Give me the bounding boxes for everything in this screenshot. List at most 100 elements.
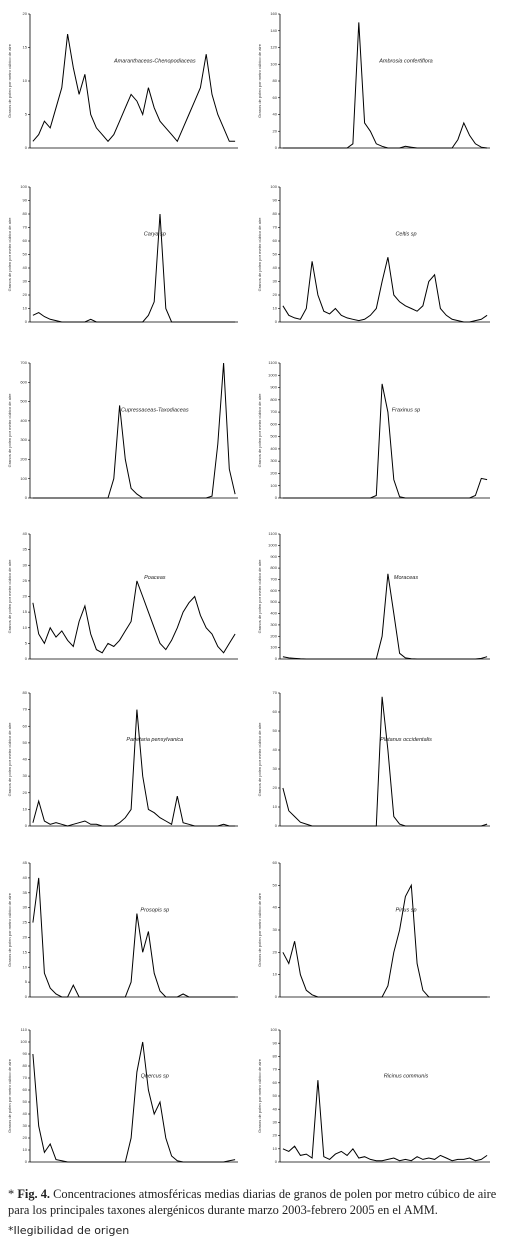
chart-title: Celtis sp xyxy=(395,232,416,238)
y-axis-label: Granos de polen por metro cúbico de aire xyxy=(7,559,12,634)
y-tick-label: 10 xyxy=(23,78,28,83)
y-tick-label: 100 xyxy=(270,483,277,488)
y-tick-label: 40 xyxy=(23,265,28,270)
y-tick-label: 400 xyxy=(270,611,277,616)
y-tick-label: 10 xyxy=(23,806,28,811)
y-tick-label: 1100 xyxy=(268,360,277,365)
y-tick-label: 15 xyxy=(23,609,28,614)
y-tick-label: 20 xyxy=(273,1133,278,1138)
y-tick-label: 25 xyxy=(23,920,28,925)
y-tick-label: 200 xyxy=(270,471,277,476)
y-tick-label: 900 xyxy=(270,554,277,559)
data-line xyxy=(32,580,236,654)
chart-title: Pinus sp xyxy=(395,907,416,913)
y-tick-label: 0 xyxy=(275,656,278,661)
y-tick-label: 15 xyxy=(23,45,28,50)
y-tick-label: 600 xyxy=(270,421,277,426)
y-axis-label: Granos de polen por metro cúbico de aire xyxy=(7,43,12,118)
y-tick-label: 0 xyxy=(25,656,28,661)
y-tick-label: 20 xyxy=(23,594,28,599)
y-tick-label: 300 xyxy=(270,622,277,627)
y-tick-label: 50 xyxy=(273,728,278,733)
chart-title: Prosopis sp xyxy=(140,907,169,913)
y-tick-label: 100 xyxy=(270,1027,277,1032)
chart-title: Fraxinus sp xyxy=(392,408,420,414)
y-axis-label: Granos de polen por metro cúbico de aire xyxy=(7,722,12,797)
y-tick-label: 10 xyxy=(23,306,28,311)
caption-label: Fig. 4. xyxy=(17,1187,51,1201)
caption-text: Concentraciones atmosféricas medias diar… xyxy=(8,1187,497,1217)
data-line xyxy=(282,383,488,499)
y-tick-label: 500 xyxy=(20,399,27,404)
y-tick-label: 200 xyxy=(20,456,27,461)
y-tick-label: 0 xyxy=(25,994,28,999)
y-tick-label: 60 xyxy=(23,1087,28,1092)
charts: 0 5 10 15 20 Granos de polen por metro cúbico… xyxy=(7,11,490,1164)
y-tick-label: 80 xyxy=(23,211,28,216)
y-tick-label: 70 xyxy=(273,225,278,230)
y-tick-label: 800 xyxy=(270,565,277,570)
y-tick-label: 80 xyxy=(273,1053,278,1058)
y-tick-label: 30 xyxy=(273,927,278,932)
y-tick-label: 50 xyxy=(273,882,278,887)
y-axis-label: Granos de polen por metro cúbico de aire xyxy=(7,1058,12,1133)
y-axis-label: Granos de polen por metro cúbico de aire xyxy=(7,892,12,967)
y-tick-label: 90 xyxy=(273,198,278,203)
y-tick-label: 70 xyxy=(273,690,278,695)
y-tick-label: 70 xyxy=(23,1075,28,1080)
y-tick-label: 40 xyxy=(23,531,28,536)
chart-title: Moraceas xyxy=(394,575,418,581)
data-line xyxy=(32,709,236,827)
y-tick-label: 200 xyxy=(270,633,277,638)
data-line xyxy=(282,22,488,149)
y-tick-label: 60 xyxy=(23,238,28,243)
y-tick-label: 50 xyxy=(273,252,278,257)
y-tick-label: 0 xyxy=(275,1159,278,1164)
y-tick-label: 500 xyxy=(270,434,277,439)
y-tick-label: 30 xyxy=(273,279,278,284)
y-tick-label: 100 xyxy=(270,184,277,189)
caption: * Fig. 4. Concentraciones atmosféricas m… xyxy=(8,1186,504,1218)
y-tick-label: 100 xyxy=(20,476,27,481)
y-tick-label: 40 xyxy=(23,1111,28,1116)
chart-title: Ricinus communis xyxy=(384,1074,429,1080)
y-tick-label: 700 xyxy=(270,577,277,582)
y-tick-label: 10 xyxy=(23,625,28,630)
y-tick-label: 35 xyxy=(23,890,28,895)
y-tick-label: 40 xyxy=(23,757,28,762)
y-tick-label: 60 xyxy=(273,95,278,100)
y-tick-label: 300 xyxy=(20,437,27,442)
y-tick-label: 5 xyxy=(25,979,28,984)
y-tick-label: 0 xyxy=(275,823,278,828)
y-tick-label: 40 xyxy=(23,875,28,880)
y-tick-label: 40 xyxy=(273,747,278,752)
y-tick-label: 600 xyxy=(270,588,277,593)
y-axis-label: Granos de polen por metro cúbico de aire xyxy=(257,217,262,292)
y-tick-label: 1000 xyxy=(268,542,278,547)
y-tick-label: 100 xyxy=(20,184,27,189)
y-tick-label: 60 xyxy=(273,709,278,714)
chart-title: Amaranthaceas-Chenopodiaceas xyxy=(113,58,196,64)
y-tick-label: 20 xyxy=(273,128,278,133)
chart-title: Cupressaceas-Taxodiaceas xyxy=(121,408,189,414)
y-tick-label: 500 xyxy=(270,599,277,604)
y-tick-label: 20 xyxy=(23,292,28,297)
y-tick-label: 80 xyxy=(273,78,278,83)
y-tick-label: 800 xyxy=(270,397,277,402)
y-tick-label: 0 xyxy=(275,994,278,999)
y-tick-label: 400 xyxy=(270,446,277,451)
data-line xyxy=(282,573,488,660)
y-tick-label: 60 xyxy=(273,238,278,243)
data-line xyxy=(282,883,488,998)
y-tick-label: 10 xyxy=(23,964,28,969)
data-line xyxy=(32,877,236,998)
y-tick-label: 50 xyxy=(273,1093,278,1098)
y-tick-label: 30 xyxy=(23,905,28,910)
y-tick-label: 45 xyxy=(23,860,28,865)
y-tick-label: 30 xyxy=(23,279,28,284)
y-tick-label: 30 xyxy=(23,773,28,778)
y-tick-label: 20 xyxy=(273,292,278,297)
y-tick-label: 40 xyxy=(273,112,278,117)
y-tick-label: 70 xyxy=(23,707,28,712)
y-tick-label: 10 xyxy=(273,1146,278,1151)
